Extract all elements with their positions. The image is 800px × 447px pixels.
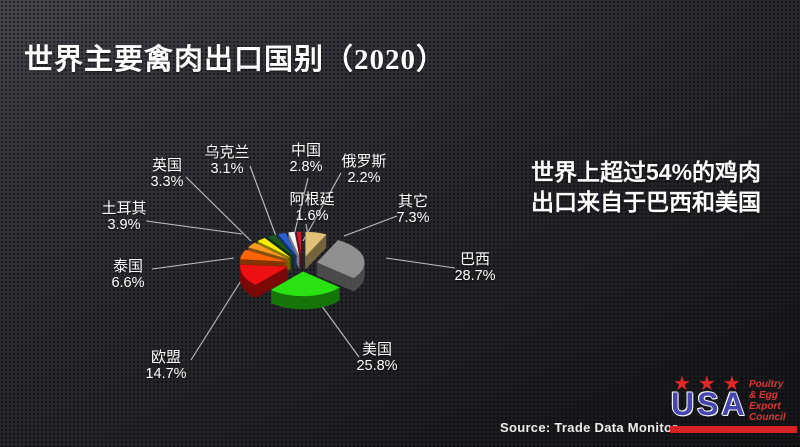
headline-segment: 的鸡肉 xyxy=(692,160,762,185)
pie-slice xyxy=(277,232,298,258)
label-leader-line xyxy=(185,176,252,242)
logo-org-line: Council xyxy=(749,412,786,423)
label-leader-line xyxy=(302,172,342,242)
pie-slice xyxy=(239,264,289,286)
pie-slice xyxy=(266,234,295,258)
label-leader-line xyxy=(145,220,243,235)
pie-slice xyxy=(316,239,365,279)
label-leader-line xyxy=(249,165,278,240)
logo-org-name: Poultry & Egg Export Council xyxy=(749,379,786,423)
key-insight-text: 世界上超过54%的鸡肉 出口来自于巴西和美国 xyxy=(531,157,793,218)
label-leader-line xyxy=(292,177,309,240)
pie-slice xyxy=(256,237,293,259)
pie-slice xyxy=(239,249,288,263)
pie-slice xyxy=(287,231,300,257)
pie-slice xyxy=(288,235,300,261)
pie-slice xyxy=(270,271,341,297)
usa-wordmark: USA xyxy=(671,386,748,422)
stars-icon: ★★★ xyxy=(673,373,748,395)
page-title: 世界主要禽肉出口国别（2020） xyxy=(24,44,447,76)
logo-org-line: Export xyxy=(749,401,781,412)
label-leader-line xyxy=(190,275,245,361)
pie-slice xyxy=(296,231,302,257)
usapeec-logo: ★★★ USA Poultry & Egg Export Council xyxy=(670,373,798,436)
headline-line2: 出口来自于巴西和美国 xyxy=(531,190,761,215)
label-leader-line xyxy=(343,215,398,237)
logo-underline xyxy=(670,426,797,433)
pie-slice xyxy=(288,234,300,260)
source-credit: Source: Trade Data Monitor xyxy=(500,420,678,435)
label-leader-line xyxy=(385,257,456,269)
logo-org-line: & Egg xyxy=(749,390,778,401)
logo-org-line: Poultry xyxy=(749,379,784,390)
pie-slice xyxy=(305,231,328,258)
headline-segment: 世界上超过 xyxy=(531,160,646,185)
pie-slice xyxy=(288,233,300,259)
label-leader-line xyxy=(151,257,235,270)
label-leader-line xyxy=(315,297,360,358)
pie-slice xyxy=(247,242,291,260)
headline-percentage: 54% xyxy=(646,159,693,185)
pie-slice xyxy=(288,232,300,258)
pie-slice xyxy=(288,236,300,262)
